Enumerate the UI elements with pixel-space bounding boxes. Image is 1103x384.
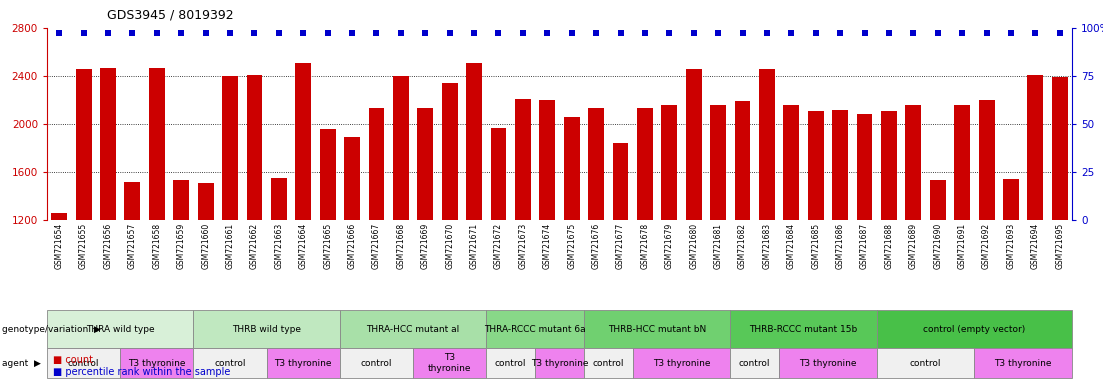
Bar [271, 178, 287, 220]
Text: control: control [214, 359, 246, 367]
Text: T3 thyronine: T3 thyronine [531, 359, 588, 367]
Text: ■ percentile rank within the sample: ■ percentile rank within the sample [53, 367, 229, 377]
Bar [393, 76, 409, 220]
Bar [1052, 77, 1068, 220]
Bar [467, 63, 482, 220]
Text: control (empty vector): control (empty vector) [923, 324, 1026, 333]
Bar [857, 114, 872, 220]
Text: T3 thyronine: T3 thyronine [275, 359, 332, 367]
Text: GDS3945 / 8019392: GDS3945 / 8019392 [107, 8, 234, 22]
Text: genotype/variation  ▶: genotype/variation ▶ [2, 324, 100, 333]
Bar [686, 69, 702, 220]
Bar [76, 69, 92, 220]
Bar [222, 76, 238, 220]
Bar [441, 83, 458, 220]
Bar [881, 111, 897, 220]
Bar [612, 143, 629, 220]
Text: control: control [592, 359, 624, 367]
Bar [662, 105, 677, 220]
Text: control: control [739, 359, 771, 367]
Text: control: control [495, 359, 526, 367]
Text: THRA-HCC mutant al: THRA-HCC mutant al [366, 324, 460, 333]
Bar [735, 101, 750, 220]
Bar [1028, 75, 1043, 220]
Bar [833, 109, 848, 220]
Text: T3 thyronine: T3 thyronine [800, 359, 857, 367]
Text: ■ count: ■ count [53, 355, 93, 365]
Text: T3 thyronine: T3 thyronine [995, 359, 1052, 367]
Bar [125, 182, 140, 220]
Text: THRA-RCCC mutant 6a: THRA-RCCC mutant 6a [484, 324, 586, 333]
Bar [173, 180, 189, 220]
Text: THRB wild type: THRB wild type [232, 324, 301, 333]
Text: control: control [68, 359, 99, 367]
Bar [564, 117, 580, 220]
Bar [320, 129, 335, 220]
Bar [978, 100, 995, 220]
Bar [51, 213, 67, 220]
Bar [417, 108, 433, 220]
Bar [906, 105, 921, 220]
Bar [197, 183, 214, 220]
Bar [296, 63, 311, 220]
Bar [930, 180, 945, 220]
Bar [638, 108, 653, 220]
Text: THRA wild type: THRA wild type [86, 324, 154, 333]
Bar [1003, 179, 1019, 220]
Bar [149, 68, 164, 220]
Text: T3 thyronine: T3 thyronine [128, 359, 185, 367]
Text: T3
thyronine: T3 thyronine [428, 353, 471, 373]
Text: agent  ▶: agent ▶ [2, 359, 41, 367]
Bar [710, 105, 726, 220]
Bar [954, 105, 971, 220]
Bar [588, 108, 604, 220]
Text: THRB-HCC mutant bN: THRB-HCC mutant bN [608, 324, 706, 333]
Bar [100, 68, 116, 220]
Bar [246, 75, 263, 220]
Bar [783, 105, 800, 220]
Text: T3 thyronine: T3 thyronine [653, 359, 710, 367]
Bar [491, 127, 506, 220]
Bar [759, 69, 775, 220]
Text: control: control [910, 359, 941, 367]
Text: THRB-RCCC mutant 15b: THRB-RCCC mutant 15b [749, 324, 858, 333]
Text: control: control [361, 359, 393, 367]
Bar [368, 108, 385, 220]
Bar [515, 99, 531, 220]
Bar [807, 111, 824, 220]
Bar [539, 100, 555, 220]
Bar [344, 137, 360, 220]
